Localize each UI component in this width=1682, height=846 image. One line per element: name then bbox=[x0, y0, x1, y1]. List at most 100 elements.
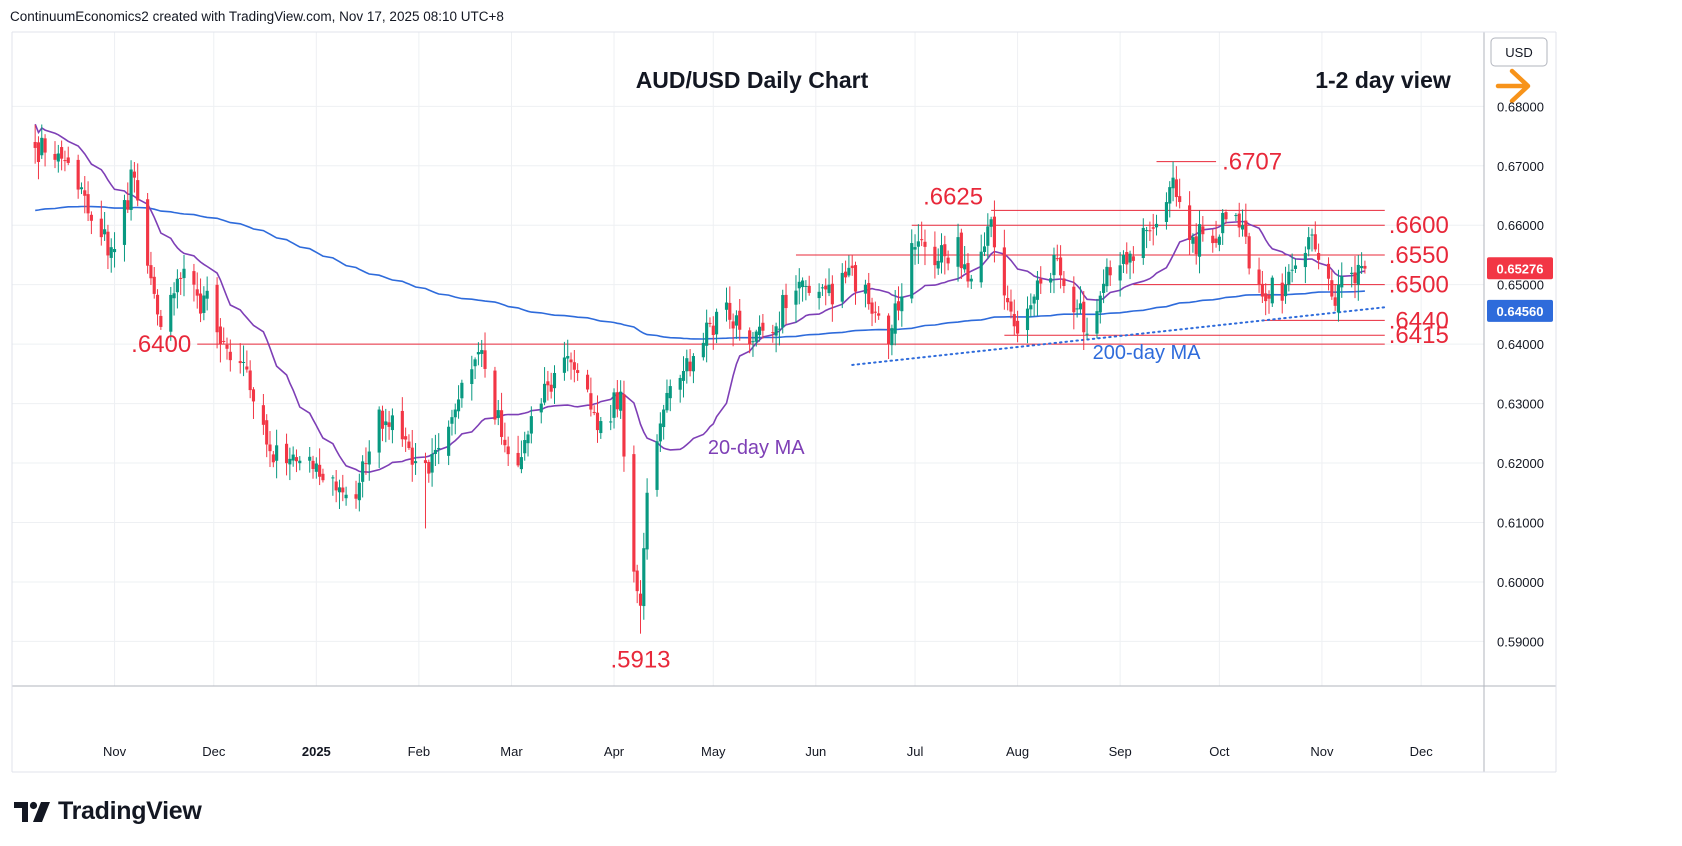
candle-body bbox=[1125, 252, 1129, 265]
candle-body bbox=[781, 295, 785, 328]
candle-body bbox=[1326, 263, 1331, 279]
candle-body bbox=[701, 342, 705, 358]
candle-body bbox=[437, 447, 441, 450]
x-tick-label: Mar bbox=[500, 744, 523, 759]
candle-body bbox=[542, 383, 547, 403]
candle-body bbox=[83, 190, 87, 196]
candle-body bbox=[711, 325, 715, 336]
candle-body bbox=[569, 359, 573, 363]
candle-body bbox=[503, 439, 507, 446]
candle-body bbox=[632, 454, 636, 572]
price-tag bbox=[1487, 257, 1553, 280]
candle-body bbox=[966, 263, 970, 282]
candle-body bbox=[963, 264, 967, 270]
candle-body bbox=[506, 446, 510, 455]
candle-body bbox=[63, 160, 67, 162]
candle-body bbox=[529, 416, 533, 434]
candle-body bbox=[1360, 266, 1364, 269]
candle-body bbox=[900, 296, 904, 312]
candle-body bbox=[1211, 235, 1215, 244]
candle-body bbox=[1118, 265, 1122, 281]
candle-body bbox=[853, 265, 858, 292]
candle-body bbox=[638, 593, 643, 606]
candle-body bbox=[566, 356, 570, 359]
candle-body bbox=[1280, 282, 1284, 301]
level-label: .6600 bbox=[1389, 212, 1449, 239]
y-tick-label: 0.61000 bbox=[1497, 516, 1544, 531]
candle-body bbox=[665, 392, 669, 411]
candle-body bbox=[433, 449, 437, 454]
candle-body bbox=[1188, 205, 1192, 241]
candle-body bbox=[404, 436, 408, 440]
candle-body bbox=[390, 415, 394, 431]
candle-body bbox=[668, 386, 672, 399]
tradingview-wordmark: TradingView bbox=[58, 797, 202, 825]
candle-body bbox=[499, 410, 504, 437]
candle-body bbox=[218, 326, 222, 345]
candle-body bbox=[321, 473, 325, 481]
candle-body bbox=[473, 359, 477, 367]
candle-body bbox=[450, 417, 454, 424]
candle-body bbox=[384, 421, 388, 426]
candle-body bbox=[453, 409, 457, 418]
candle-body bbox=[893, 303, 897, 334]
candle-body bbox=[215, 284, 219, 333]
candle-body bbox=[1009, 301, 1013, 312]
candle-body bbox=[1121, 254, 1126, 264]
x-tick-label: Sep bbox=[1109, 744, 1132, 759]
candle-body bbox=[1197, 224, 1202, 257]
price-tag-label: 0.65276 bbox=[1497, 261, 1544, 276]
candle-body bbox=[622, 394, 626, 457]
candle-body bbox=[516, 452, 520, 466]
candle-body bbox=[1237, 213, 1241, 228]
candle-body bbox=[1154, 223, 1159, 228]
candle-body bbox=[844, 271, 848, 278]
candle-body bbox=[887, 315, 891, 345]
candle-body bbox=[1078, 303, 1083, 310]
candle-body bbox=[595, 412, 600, 431]
candle-body bbox=[1075, 308, 1079, 310]
x-tick-label: Oct bbox=[1209, 744, 1230, 759]
candle-body bbox=[913, 247, 917, 250]
x-tick-label: 2025 bbox=[302, 744, 331, 759]
x-tick-label: May bbox=[701, 744, 726, 759]
candle-body bbox=[923, 241, 927, 247]
candle-body bbox=[933, 246, 937, 266]
x-tick-label: Aug bbox=[1006, 744, 1029, 759]
level-label: .5913 bbox=[610, 647, 670, 674]
y-tick-label: 0.60000 bbox=[1497, 575, 1544, 590]
chart-credit: ContinuumEconomics2 created with Trading… bbox=[10, 9, 504, 24]
candle-body bbox=[33, 141, 37, 148]
candle-body bbox=[1224, 212, 1228, 220]
candle-body bbox=[824, 285, 828, 290]
candle-body bbox=[1145, 230, 1149, 232]
candle-body bbox=[1131, 256, 1135, 261]
tradingview-brand[interactable]: TradingView bbox=[14, 797, 202, 826]
candle-body bbox=[1016, 320, 1020, 334]
candle-body bbox=[470, 369, 474, 385]
candle-body bbox=[248, 370, 252, 391]
candle-body bbox=[337, 487, 342, 493]
candle-body bbox=[688, 361, 692, 372]
candle-body bbox=[430, 453, 434, 473]
candle-body bbox=[896, 301, 901, 311]
candle-body bbox=[635, 570, 639, 592]
candle-body bbox=[169, 294, 173, 332]
level-label: .6550 bbox=[1389, 242, 1449, 269]
candle-body bbox=[106, 231, 110, 256]
x-tick-label: Nov bbox=[103, 744, 127, 759]
candle-body bbox=[1062, 278, 1066, 286]
candle-body bbox=[364, 463, 368, 465]
candle-body bbox=[284, 443, 289, 464]
candle-body bbox=[920, 239, 924, 241]
y-tick-label: 0.64000 bbox=[1497, 337, 1544, 352]
candle-body bbox=[1307, 237, 1311, 250]
candle-body bbox=[483, 350, 487, 369]
candle-body bbox=[447, 426, 451, 456]
candle-body bbox=[1059, 257, 1063, 276]
candle-body bbox=[539, 403, 543, 413]
candle-body bbox=[202, 295, 206, 313]
support-trendline bbox=[851, 306, 1386, 366]
candle-body bbox=[344, 494, 348, 499]
